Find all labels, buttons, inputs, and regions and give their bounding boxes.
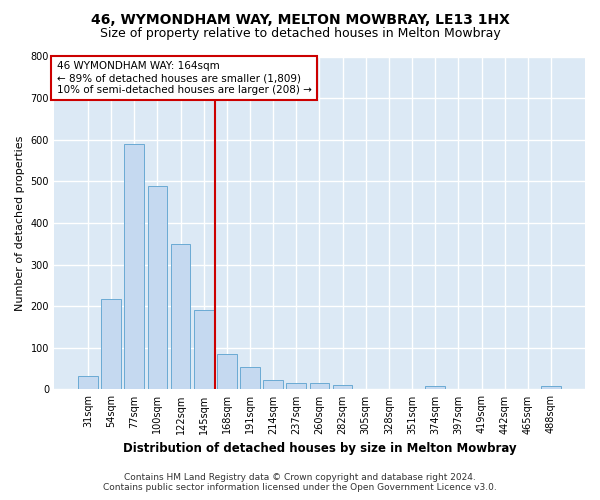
Bar bbox=[148, 186, 167, 390]
Text: Size of property relative to detached houses in Melton Mowbray: Size of property relative to detached ho… bbox=[100, 28, 500, 40]
Bar bbox=[286, 383, 306, 390]
Bar bbox=[240, 366, 260, 390]
Bar bbox=[217, 354, 236, 390]
Bar bbox=[124, 144, 144, 390]
Bar bbox=[170, 244, 190, 390]
Bar bbox=[310, 383, 329, 390]
Y-axis label: Number of detached properties: Number of detached properties bbox=[15, 136, 25, 310]
Bar bbox=[541, 386, 561, 390]
Text: 46 WYMONDHAM WAY: 164sqm
← 89% of detached houses are smaller (1,809)
10% of sem: 46 WYMONDHAM WAY: 164sqm ← 89% of detach… bbox=[56, 62, 311, 94]
X-axis label: Distribution of detached houses by size in Melton Mowbray: Distribution of detached houses by size … bbox=[122, 442, 516, 455]
Bar bbox=[425, 386, 445, 390]
Bar bbox=[78, 376, 98, 390]
Text: 46, WYMONDHAM WAY, MELTON MOWBRAY, LE13 1HX: 46, WYMONDHAM WAY, MELTON MOWBRAY, LE13 … bbox=[91, 12, 509, 26]
Bar bbox=[194, 310, 214, 390]
Bar bbox=[101, 298, 121, 390]
Text: Contains HM Land Registry data © Crown copyright and database right 2024.
Contai: Contains HM Land Registry data © Crown c… bbox=[103, 473, 497, 492]
Bar bbox=[333, 386, 352, 390]
Bar bbox=[263, 380, 283, 390]
